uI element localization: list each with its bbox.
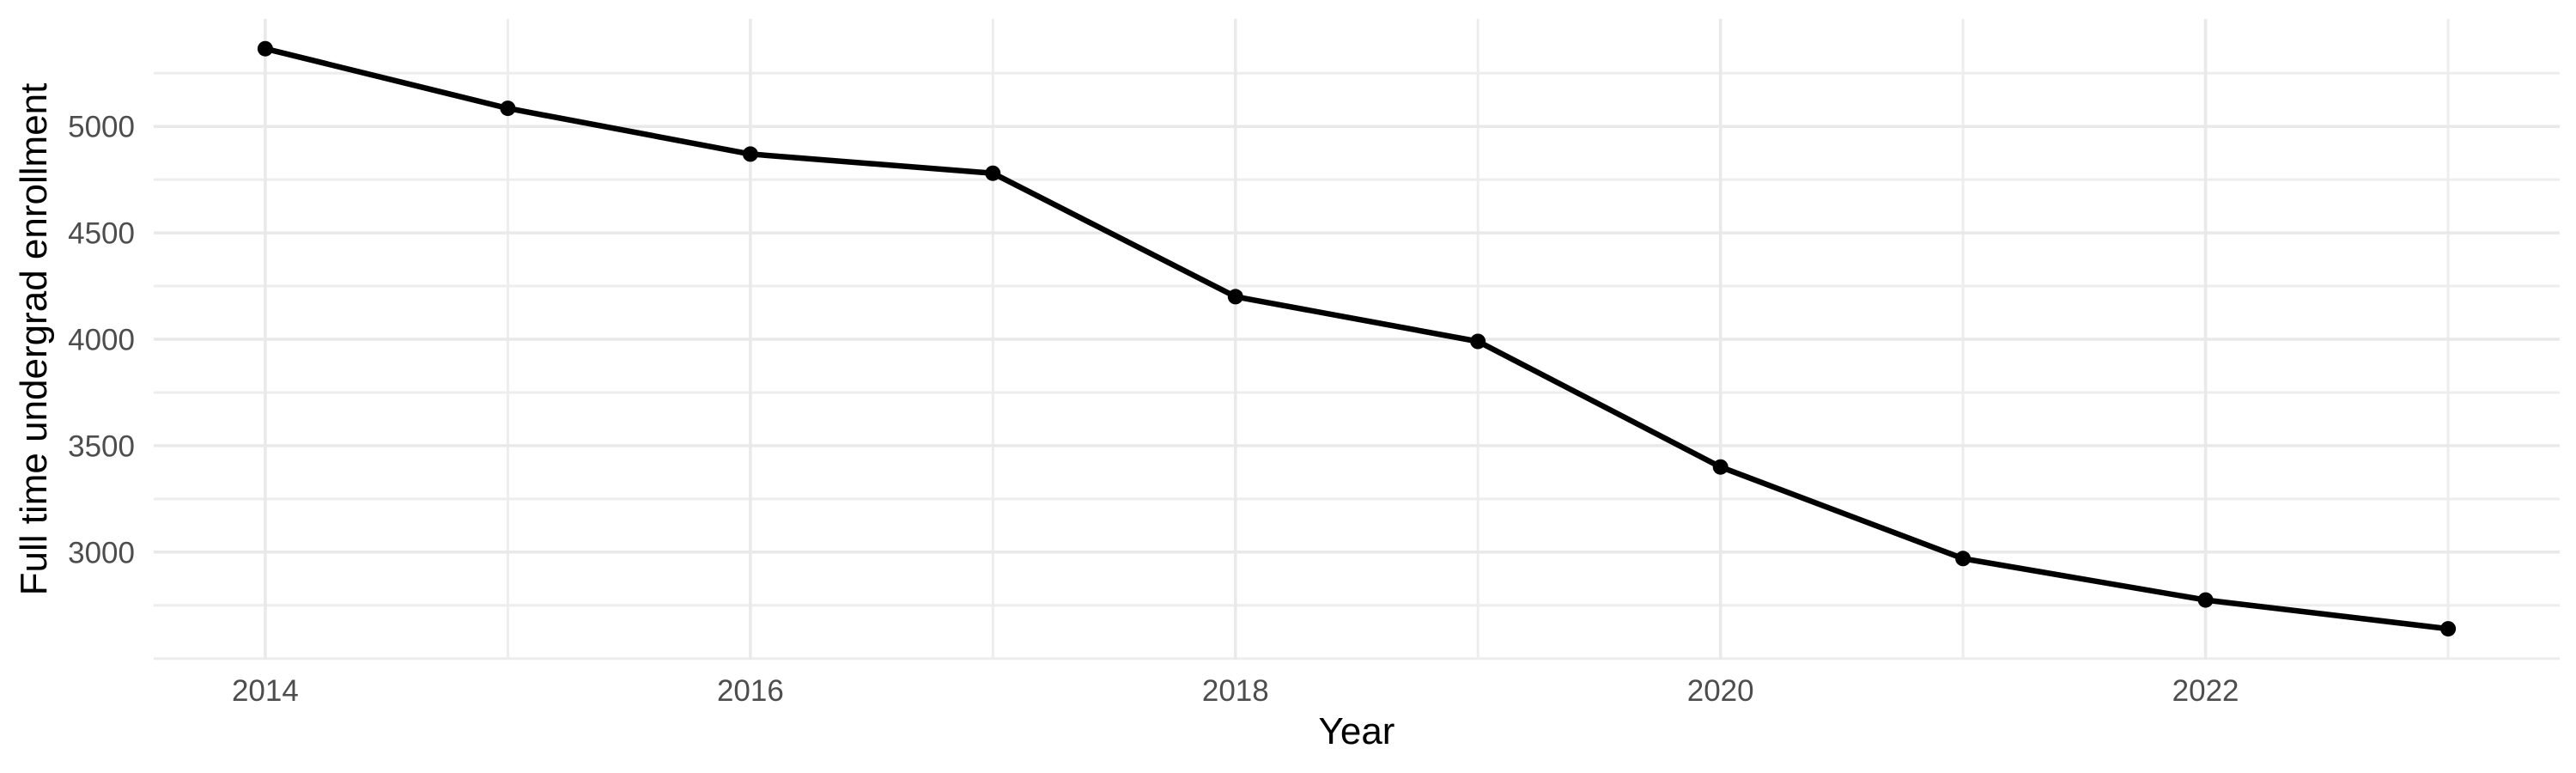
data-point-2022: [2197, 592, 2214, 608]
x-tick-label-2020: 2020: [1687, 674, 1754, 708]
x-tick-label-2016: 2016: [717, 674, 784, 708]
data-point-2018: [1227, 289, 1243, 305]
data-point-2016: [742, 146, 758, 162]
x-tick-label-2014: 2014: [232, 674, 299, 708]
y-tick-label-3000: 3000: [68, 536, 135, 569]
y-tick-label-4000: 4000: [68, 324, 135, 357]
data-point-2023: [2440, 621, 2457, 637]
x-axis-title: Year: [1318, 710, 1395, 752]
series-line-0: [262, 46, 2451, 632]
data-point-2017: [985, 165, 1001, 181]
x-tick-label-2022: 2022: [2172, 674, 2239, 708]
data-point-2014: [257, 40, 273, 57]
data-point-2019: [1470, 333, 1486, 350]
data-point-2021: [1955, 551, 1971, 567]
x-tick-label-2018: 2018: [1202, 674, 1269, 708]
y-tick-label-5000: 5000: [68, 111, 135, 144]
data-point-2020: [1712, 459, 1728, 475]
y-tick-label-4500: 4500: [68, 217, 135, 251]
data-point-2015: [500, 100, 516, 117]
y-tick-label-3500: 3500: [68, 429, 135, 463]
